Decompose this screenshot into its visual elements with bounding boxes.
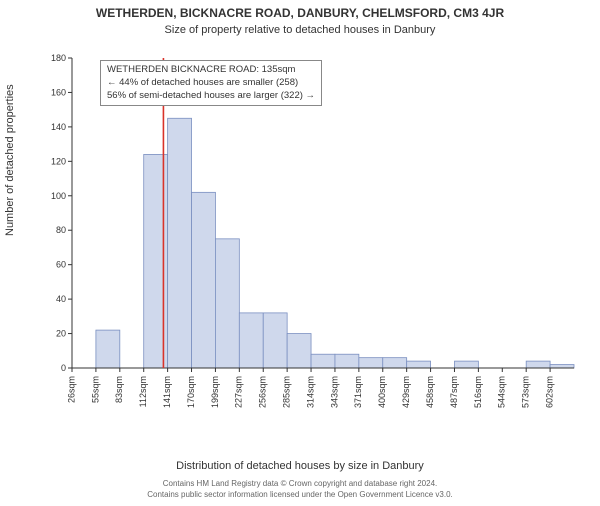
svg-text:55sqm: 55sqm: [90, 376, 100, 403]
page-subtitle: Size of property relative to detached ho…: [0, 24, 600, 36]
svg-text:371sqm: 371sqm: [353, 376, 363, 408]
svg-text:516sqm: 516sqm: [473, 376, 483, 408]
svg-text:40: 40: [56, 294, 66, 304]
marker-callout: WETHERDEN BICKNACRE ROAD: 135sqm← 44% of…: [100, 60, 322, 106]
svg-text:544sqm: 544sqm: [497, 376, 507, 408]
svg-text:0: 0: [61, 363, 66, 373]
chart-container: 0 20 40 60 80 100 120 140 160 180 26sqm 55sqm 83sqm 1…: [40, 52, 580, 428]
svg-text:602sqm: 602sqm: [544, 376, 554, 408]
attribution-footer: Contains HM Land Registry data © Crown c…: [0, 479, 600, 500]
svg-text:160: 160: [51, 87, 66, 97]
svg-text:487sqm: 487sqm: [449, 376, 459, 408]
x-axis-label: Distribution of detached houses by size …: [0, 460, 600, 472]
svg-text:199sqm: 199sqm: [210, 376, 220, 408]
svg-text:573sqm: 573sqm: [521, 376, 531, 408]
svg-text:314sqm: 314sqm: [305, 376, 315, 408]
histogram-chart: 0 20 40 60 80 100 120 140 160 180 26sqm 55sqm 83sqm 1…: [40, 52, 580, 428]
svg-text:227sqm: 227sqm: [234, 376, 244, 408]
svg-text:26sqm: 26sqm: [66, 376, 76, 403]
svg-text:80: 80: [56, 225, 66, 235]
svg-text:60: 60: [56, 260, 66, 270]
svg-text:429sqm: 429sqm: [401, 376, 411, 408]
svg-text:170sqm: 170sqm: [186, 376, 196, 408]
svg-text:285sqm: 285sqm: [282, 376, 292, 408]
svg-text:83sqm: 83sqm: [114, 376, 124, 403]
y-axis-label: Number of detached properties: [4, 84, 16, 236]
attribution-line-1: Contains HM Land Registry data © Crown c…: [0, 479, 600, 489]
svg-text:140: 140: [51, 122, 66, 132]
svg-text:141sqm: 141sqm: [162, 376, 172, 408]
svg-text:400sqm: 400sqm: [377, 376, 387, 408]
svg-text:458sqm: 458sqm: [425, 376, 435, 408]
callout-line: WETHERDEN BICKNACRE ROAD: 135sqm: [107, 64, 315, 77]
attribution-line-2: Contains public sector information licen…: [0, 490, 600, 500]
svg-text:20: 20: [56, 329, 66, 339]
svg-text:180: 180: [51, 53, 66, 63]
callout-line: 56% of semi-detached houses are larger (…: [107, 90, 315, 103]
callout-line: ← 44% of detached houses are smaller (25…: [107, 77, 315, 90]
svg-text:256sqm: 256sqm: [258, 376, 268, 408]
page-title: WETHERDEN, BICKNACRE ROAD, DANBURY, CHEL…: [0, 6, 600, 20]
svg-text:100: 100: [51, 191, 66, 201]
svg-text:343sqm: 343sqm: [329, 376, 339, 408]
svg-text:120: 120: [51, 156, 66, 166]
svg-text:112sqm: 112sqm: [138, 376, 148, 407]
